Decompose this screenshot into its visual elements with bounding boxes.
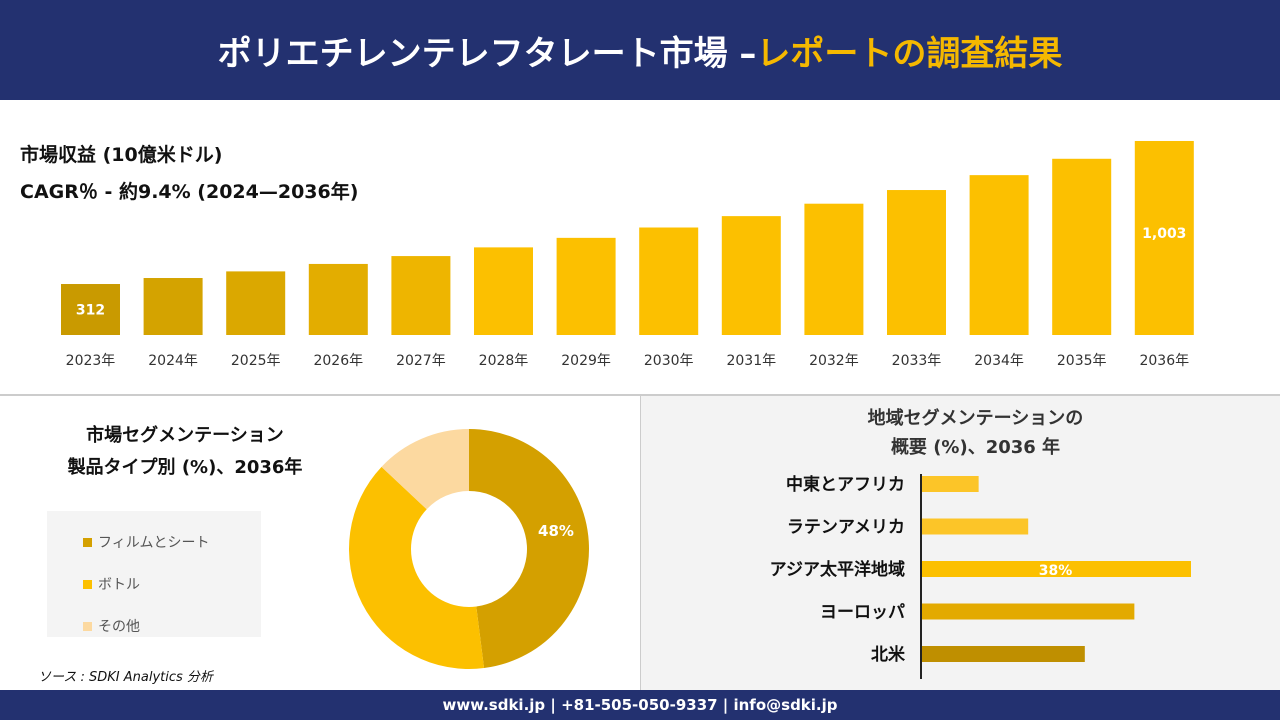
data-label: 1,003 xyxy=(1142,226,1186,242)
title-accent: レポートの調査結果 xyxy=(756,33,1063,74)
footer-contact: www.sdki.jp | +81-505-050-9337 | info@sd… xyxy=(0,690,1280,720)
revenue-bar xyxy=(391,256,451,335)
revenue-bar xyxy=(804,203,864,335)
revenue-bar xyxy=(143,278,203,335)
y-tick-label: アジア太平洋地域 xyxy=(770,559,905,580)
revenue-bar xyxy=(1134,140,1194,335)
legend-item: その他 xyxy=(83,605,261,647)
y-tick-label: 北米 xyxy=(871,644,906,665)
legend: フィルムとシート ボトル その他 xyxy=(47,511,261,637)
region-bar xyxy=(922,518,1029,535)
data-label: 38% xyxy=(1039,563,1073,579)
revenue-bar xyxy=(556,237,616,335)
x-tick-label: 2033年 xyxy=(892,353,942,369)
revenue-bar xyxy=(1052,158,1112,335)
donut-slice xyxy=(381,429,469,510)
x-tick-label: 2035年 xyxy=(1057,353,1107,369)
y-tick-label: 中東とアフリカ xyxy=(786,474,905,495)
segment-title-line2: 製品タイプ別 (%)、2036年 xyxy=(67,457,303,478)
x-tick-label: 2034年 xyxy=(974,353,1024,369)
revenue-bar xyxy=(969,175,1029,335)
region-title-line2: 概要 (%)、2036 年 xyxy=(890,437,1061,458)
region-bar xyxy=(922,603,1135,620)
region-bar xyxy=(922,561,1191,577)
legend-label: ボトル xyxy=(98,577,140,593)
revenue-bar xyxy=(474,247,533,335)
x-tick-label: 2029年 xyxy=(561,353,611,369)
data-label: 48% xyxy=(538,522,574,540)
legend-swatch xyxy=(83,621,92,631)
x-tick-label: 2025年 xyxy=(231,353,281,369)
region-title: 地域セグメンテーションの 概要 (%)、2036 年 xyxy=(641,404,1280,462)
segment-title-line1: 市場セグメンテーション xyxy=(86,425,284,446)
region-bar xyxy=(922,476,979,492)
legend-swatch xyxy=(83,579,92,589)
legend-label: その他 xyxy=(98,619,140,635)
x-tick-label: 2024年 xyxy=(148,353,198,369)
revenue-bar xyxy=(226,271,286,335)
region-title-line1: 地域セグメンテーションの xyxy=(867,408,1084,429)
x-tick-label: 2031年 xyxy=(726,353,776,369)
revenue-bar-chart: 2023年 312 2024年 2025年 2026年 2027年 2028年 2029年 20… xyxy=(61,140,1194,369)
divider xyxy=(0,394,1280,396)
donut-slice xyxy=(349,466,485,669)
source-note: ソース : SDKI Analytics 分析 xyxy=(38,670,213,685)
x-tick-label: 2023年 xyxy=(66,353,116,369)
revenue-bar xyxy=(639,227,699,335)
data-label: 312 xyxy=(76,303,105,319)
header-banner: ポリエチレンテレフタレート市場 – レポートの調査結果 xyxy=(0,0,1280,100)
legend-item: フィルムとシート xyxy=(83,521,261,563)
x-tick-label: 2036年 xyxy=(1139,353,1189,369)
product-donut-chart: 48% xyxy=(349,429,590,669)
revenue-bar xyxy=(308,263,368,335)
region-panel: 地域セグメンテーションの 概要 (%)、2036 年 中東とアフリカ ラテンアメリ… xyxy=(641,396,1280,690)
title-main: ポリエチレンテレフタレート市場 – xyxy=(217,33,757,74)
divider xyxy=(640,396,641,690)
x-tick-label: 2030年 xyxy=(644,353,694,369)
y-tick-label: ヨーロッパ xyxy=(820,603,905,623)
cagr-text: CAGR％ - 約9.4% (2024—2036年) xyxy=(20,181,359,203)
x-tick-label: 2028年 xyxy=(479,353,529,369)
revenue-title: 市場収益 (10億米ドル) xyxy=(20,144,223,166)
donut-slice xyxy=(469,429,590,669)
x-tick-label: 2027年 xyxy=(396,353,446,369)
y-tick-label: ラテンアメリカ xyxy=(787,518,905,538)
legend-label: フィルムとシート xyxy=(98,535,210,551)
x-tick-label: 2032年 xyxy=(809,353,859,369)
region-bar xyxy=(922,646,1085,662)
legend-item: ボトル xyxy=(83,563,261,605)
x-tick-label: 2026年 xyxy=(313,353,363,369)
legend-swatch xyxy=(83,537,92,547)
revenue-bar xyxy=(61,284,120,335)
revenue-bar xyxy=(721,216,781,335)
segment-title: 市場セグメンテーション 製品タイプ別 (%)、2036年 xyxy=(20,420,350,484)
revenue-bar xyxy=(887,190,946,335)
